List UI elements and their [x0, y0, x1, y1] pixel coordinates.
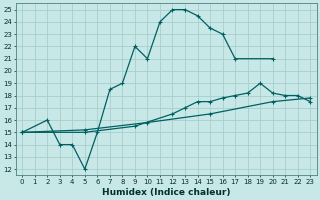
X-axis label: Humidex (Indice chaleur): Humidex (Indice chaleur)	[102, 188, 230, 197]
